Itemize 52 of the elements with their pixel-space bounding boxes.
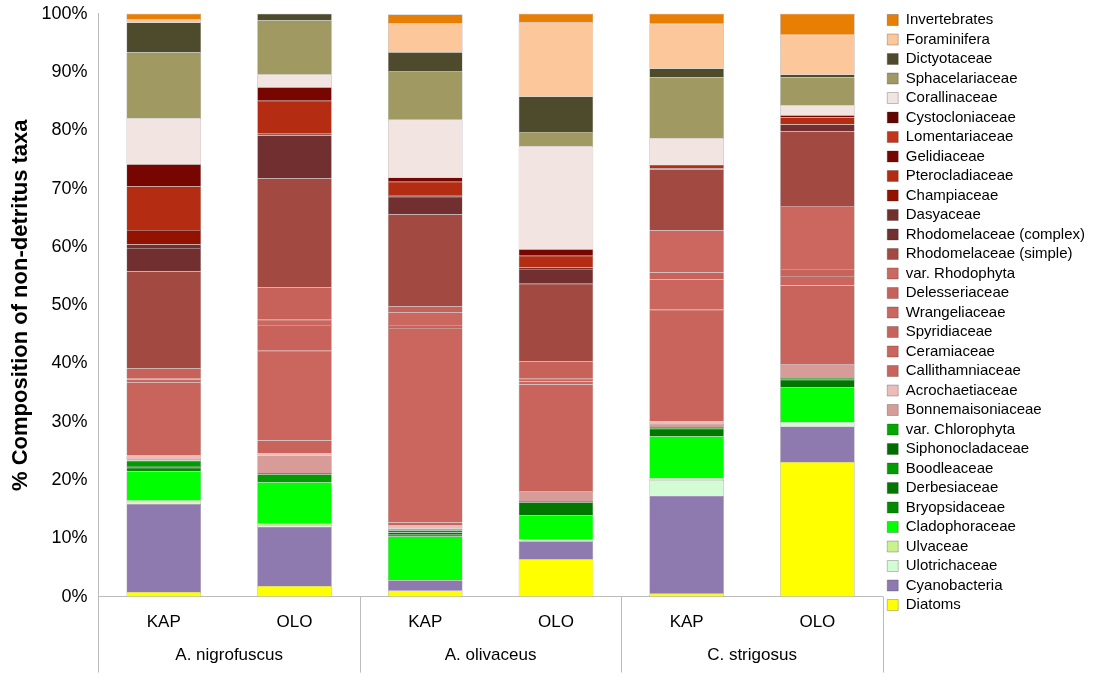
legend-label: Sphacelariaceae [905,68,1018,86]
legend-label: Rhodomelaceae (complex) [905,224,1086,242]
y-tick-label: 100% [41,2,88,23]
legend-label: Foraminifera [905,29,991,47]
legend-label: Dasyaceae [905,205,981,223]
legend-label: Diatoms [905,595,961,613]
legend-label: Ulotrichaceae [905,556,998,574]
x-tick-label: OLO [276,612,313,632]
text: A. olivaceus [444,645,537,665]
legend-label: Cystocloniaceae [905,107,1016,125]
legend-label: Corallinaceae [905,88,998,106]
legend-label: Spyridiaceae [905,322,993,340]
text: C. strigosus [707,645,797,665]
x-tick-label: OLO [538,612,574,632]
y-tick-label: 80% [51,119,88,140]
x-tick-label: KAP [146,612,181,632]
y-tick-label: 90% [51,61,88,82]
x-tick-label: KAP [408,612,443,632]
text: A. nigrofuscus [175,645,284,665]
legend-label: Derbesiaceae [905,478,999,496]
y-tick-label: 70% [51,177,88,198]
legend-label: Bryopsidaceae [905,497,1005,515]
legend-label: Ceramiaceae [905,341,995,359]
y-tick-label: 0% [61,585,88,606]
legend-label: Rhodomelaceae (simple) [905,244,1073,262]
legend-label: Acrochaetiaceae [905,380,1018,398]
legend-label: Invertebrates [905,10,994,28]
legend-label: Delesseriaceae [905,283,1010,301]
legend-label: Siphonocladaceae [905,439,1030,457]
y-tick-label: 10% [51,527,88,548]
legend-label: Cyanobacteria [905,575,1004,593]
legend-label: Champiaceae [905,185,999,203]
y-tick-label: 20% [51,469,88,490]
legend-label: Pterocladiaceae [905,166,1014,184]
y-axis-title: % Composition of non-detritus taxa [7,118,33,491]
legend-label: Gelidiaceae [905,146,985,164]
legend-label: Callithamniaceae [905,361,1021,379]
y-tick-label: 60% [51,235,88,256]
legend-label: Lomentariaceae [905,127,1014,145]
legend-label: Boodleaceae [905,458,994,476]
legend-label: Cladophoraceae [905,517,1016,535]
legend-label: var. Rhodophyta [905,263,1016,281]
x-tick-label: OLO [799,612,836,632]
legend-label: Dictyotaceae [905,49,993,67]
legend-label: Wrangeliaceae [905,302,1006,320]
x-tick-label: KAP [669,612,704,632]
legend-label: Ulvaceae [905,536,969,554]
y-tick-label: 50% [51,294,88,315]
y-tick-label: 30% [51,410,88,431]
legend-label: var. Chlorophyta [905,419,1016,437]
legend-label: Bonnemaisoniaceae [905,400,1042,418]
y-tick-label: 40% [51,352,88,373]
